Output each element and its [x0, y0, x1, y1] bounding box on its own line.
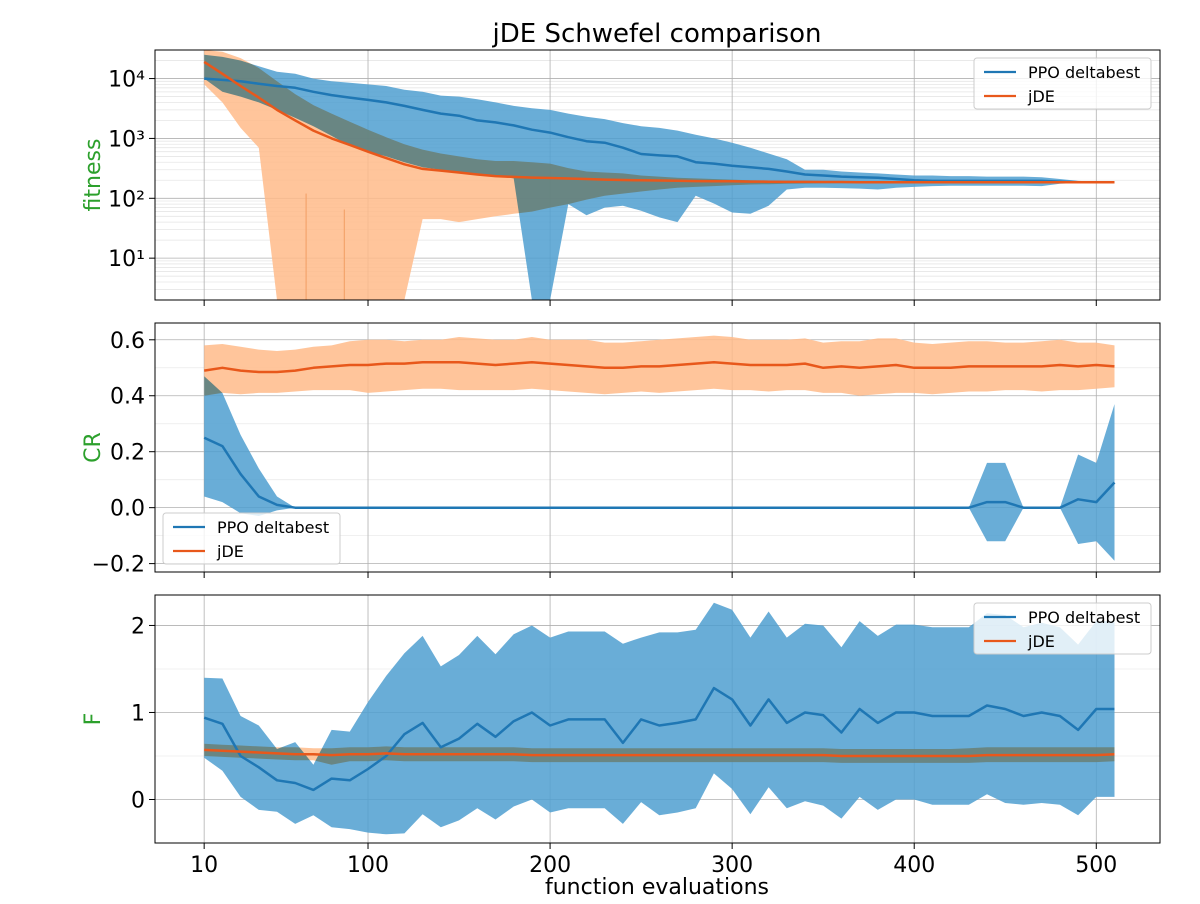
y-tick-label: 10¹ — [108, 247, 145, 272]
y-axis-label: CR — [81, 432, 106, 463]
x-tick-label: 200 — [529, 853, 571, 878]
x-tick-label: 300 — [711, 853, 753, 878]
y-axis-label: F — [81, 713, 106, 726]
jde-mean-line — [203, 60, 1115, 184]
legend: PPO deltabest jDE — [162, 512, 341, 565]
chart-title: jDE Schwefel comparison — [492, 19, 822, 49]
jde-mean-line — [204, 748, 1115, 758]
x-tick-label: 100 — [347, 853, 389, 878]
legend-box — [973, 602, 1152, 655]
y-tick-label: 0.0 — [110, 497, 145, 522]
y-tick-label: −0.2 — [92, 553, 145, 578]
jde-mean-line — [204, 360, 1115, 374]
y-tick-label: 10⁴ — [108, 68, 145, 93]
plot-area — [203, 50, 1115, 300]
y-tick-label: 0.4 — [110, 385, 145, 410]
axes-frame — [154, 49, 1161, 301]
y-tick-label: 10³ — [108, 127, 145, 152]
plot-layer: 10¹ 10² 10³ 10⁴ fitness PPO deltabest jDE −0.2 0… — [81, 49, 1161, 878]
ppo-mean-line — [203, 686, 1115, 792]
panel-fitness: 10¹ 10² 10³ 10⁴ fitness PPO deltabest jDE — [81, 49, 1161, 306]
panel-cr: −0.2 0.0 0.2 0.4 0.6 CR PPO deltabest jDE — [81, 322, 1161, 578]
legend-box — [162, 512, 341, 565]
legend-label: jDE — [1027, 632, 1055, 651]
legend: PPO deltabest jDE — [973, 602, 1152, 655]
y-tick-label: 0 — [131, 788, 145, 813]
legend-label: PPO deltabest — [1028, 608, 1140, 627]
y-tick-label: 2 — [131, 614, 145, 639]
y-tick-label: 0.2 — [110, 441, 145, 466]
ppo-band — [204, 376, 1115, 561]
x-axis-label: function evaluations — [545, 875, 769, 900]
legend-label: PPO deltabest — [1028, 63, 1140, 82]
legend: PPO deltabest jDE — [973, 57, 1152, 110]
legend-label: jDE — [1027, 87, 1055, 106]
x-tick-label: 10 — [190, 853, 218, 878]
panel-f: 0 1 2 10 100 200 300 400 500 F PPO deltabest jDE — [81, 594, 1161, 878]
axes-frame — [154, 594, 1161, 844]
plot-area — [203, 335, 1116, 561]
x-tick-label: 500 — [1075, 853, 1117, 878]
y-tick-label: 1 — [131, 701, 145, 726]
y-tick-label: 10² — [108, 187, 145, 212]
y-tick-label: 0.6 — [110, 329, 145, 354]
x-tick-label: 400 — [893, 853, 935, 878]
jde-band — [204, 50, 1115, 300]
legend-label: jDE — [216, 542, 244, 561]
legend-box — [973, 57, 1152, 110]
y-axis-label: fitness — [81, 139, 106, 212]
ppo-band — [204, 602, 1115, 835]
ppo-mean-line — [203, 436, 1116, 509]
axes-frame — [154, 322, 1161, 573]
ppo-mean-line — [204, 77, 1115, 184]
plot-area — [203, 602, 1115, 835]
legend-label: PPO deltabest — [217, 518, 329, 537]
